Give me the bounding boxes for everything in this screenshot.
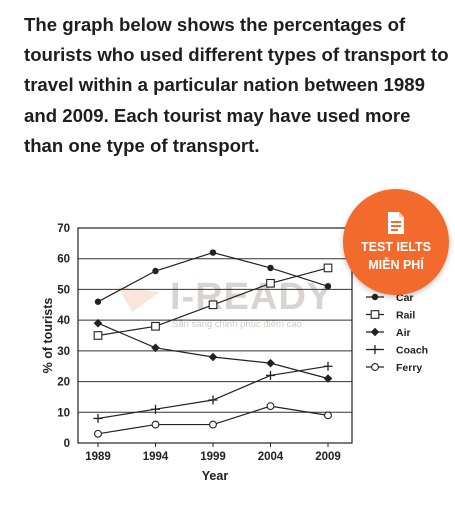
- data-point-air: [208, 352, 218, 362]
- legend-label-coach: Coach: [396, 345, 428, 357]
- data-point-air: [151, 343, 160, 353]
- legend-marker-air: [370, 327, 380, 337]
- y-tick-labels: 0 10 20 30 40 50 60 70: [57, 223, 70, 450]
- x-axis-label: Year: [202, 469, 229, 483]
- test-ielts-badge[interactable]: TEST IELTS MIỄN PHÍ: [343, 189, 449, 295]
- data-point-rail: [323, 263, 333, 273]
- series: [93, 249, 333, 438]
- series-rail: [93, 263, 333, 340]
- series-air: [93, 318, 333, 383]
- legend-label-car: Car: [396, 292, 414, 304]
- watermark-slogan: Sẵn sàng chinh phục điểm cao: [172, 319, 302, 330]
- x-tick-label: 1994: [143, 451, 169, 463]
- y-tick-label: 70: [57, 223, 70, 235]
- series-coach: [93, 361, 333, 423]
- data-point-air: [93, 318, 103, 328]
- data-point-coach: [208, 395, 218, 405]
- x-tick-label: 1989: [85, 451, 111, 463]
- data-point-car: [209, 249, 217, 256]
- legend-marker-car: [371, 293, 379, 301]
- data-point-coach: [266, 370, 275, 380]
- watermark-logo-icon: [118, 287, 160, 312]
- x-tick-label: 2009: [315, 451, 341, 463]
- data-point-ferry: [266, 402, 275, 411]
- data-point-car: [94, 298, 102, 305]
- legend-label-rail: Rail: [396, 310, 415, 322]
- y-tick-label: 30: [57, 346, 70, 358]
- plot-frame: [77, 227, 353, 444]
- x-tick-label: 1999: [200, 451, 226, 463]
- badge-line-2: MIỄN PHÍ: [368, 257, 424, 272]
- y-tick-label: 50: [57, 284, 70, 296]
- x-tick-labels: 1989 1994 1999 2004 2009: [85, 443, 341, 463]
- data-point-air: [266, 358, 275, 368]
- y-tick-label: 0: [64, 438, 70, 450]
- grid: [77, 227, 353, 444]
- legend-label-ferry: Ferry: [396, 362, 422, 374]
- question-text: The graph below shows the percentages of…: [24, 14, 449, 156]
- document-icon: [388, 211, 404, 234]
- data-point-coach: [93, 413, 103, 423]
- series-ferry: [94, 402, 332, 438]
- data-point-coach: [323, 361, 333, 371]
- data-point-rail: [208, 300, 218, 310]
- data-point-rail: [266, 278, 275, 288]
- data-point-car: [152, 267, 159, 275]
- legend-marker-ferry: [371, 363, 379, 371]
- data-point-ferry: [94, 429, 102, 438]
- data-point-car: [267, 264, 274, 272]
- series-line-coach: [97, 365, 329, 420]
- data-point-car: [324, 283, 332, 290]
- legend-marker-coach: [370, 345, 380, 354]
- data-point-ferry: [324, 411, 332, 420]
- y-axis-label: % of tourists: [41, 298, 55, 374]
- data-point-coach: [151, 404, 160, 414]
- data-point-rail: [151, 321, 160, 331]
- legend: Car Rail Air Coach Ferry: [366, 292, 428, 374]
- data-point-ferry: [209, 420, 217, 429]
- y-tick-label: 10: [57, 407, 70, 419]
- badge-line-1: TEST IELTS: [361, 239, 431, 254]
- series-car: [94, 249, 332, 305]
- data-point-ferry: [151, 420, 160, 429]
- data-point-air: [323, 374, 333, 383]
- y-tick-label: 60: [57, 254, 70, 266]
- data-point-rail: [93, 331, 103, 340]
- legend-marker-rail: [370, 310, 380, 319]
- y-tick-label: 20: [57, 377, 70, 389]
- legend-label-air: Air: [396, 327, 411, 339]
- series-line-ferry: [97, 405, 329, 435]
- x-tick-label: 2004: [258, 451, 284, 463]
- watermark: I-READY Sẵn sàng chinh phục điểm cao: [118, 276, 332, 330]
- y-tick-label: 40: [57, 315, 70, 327]
